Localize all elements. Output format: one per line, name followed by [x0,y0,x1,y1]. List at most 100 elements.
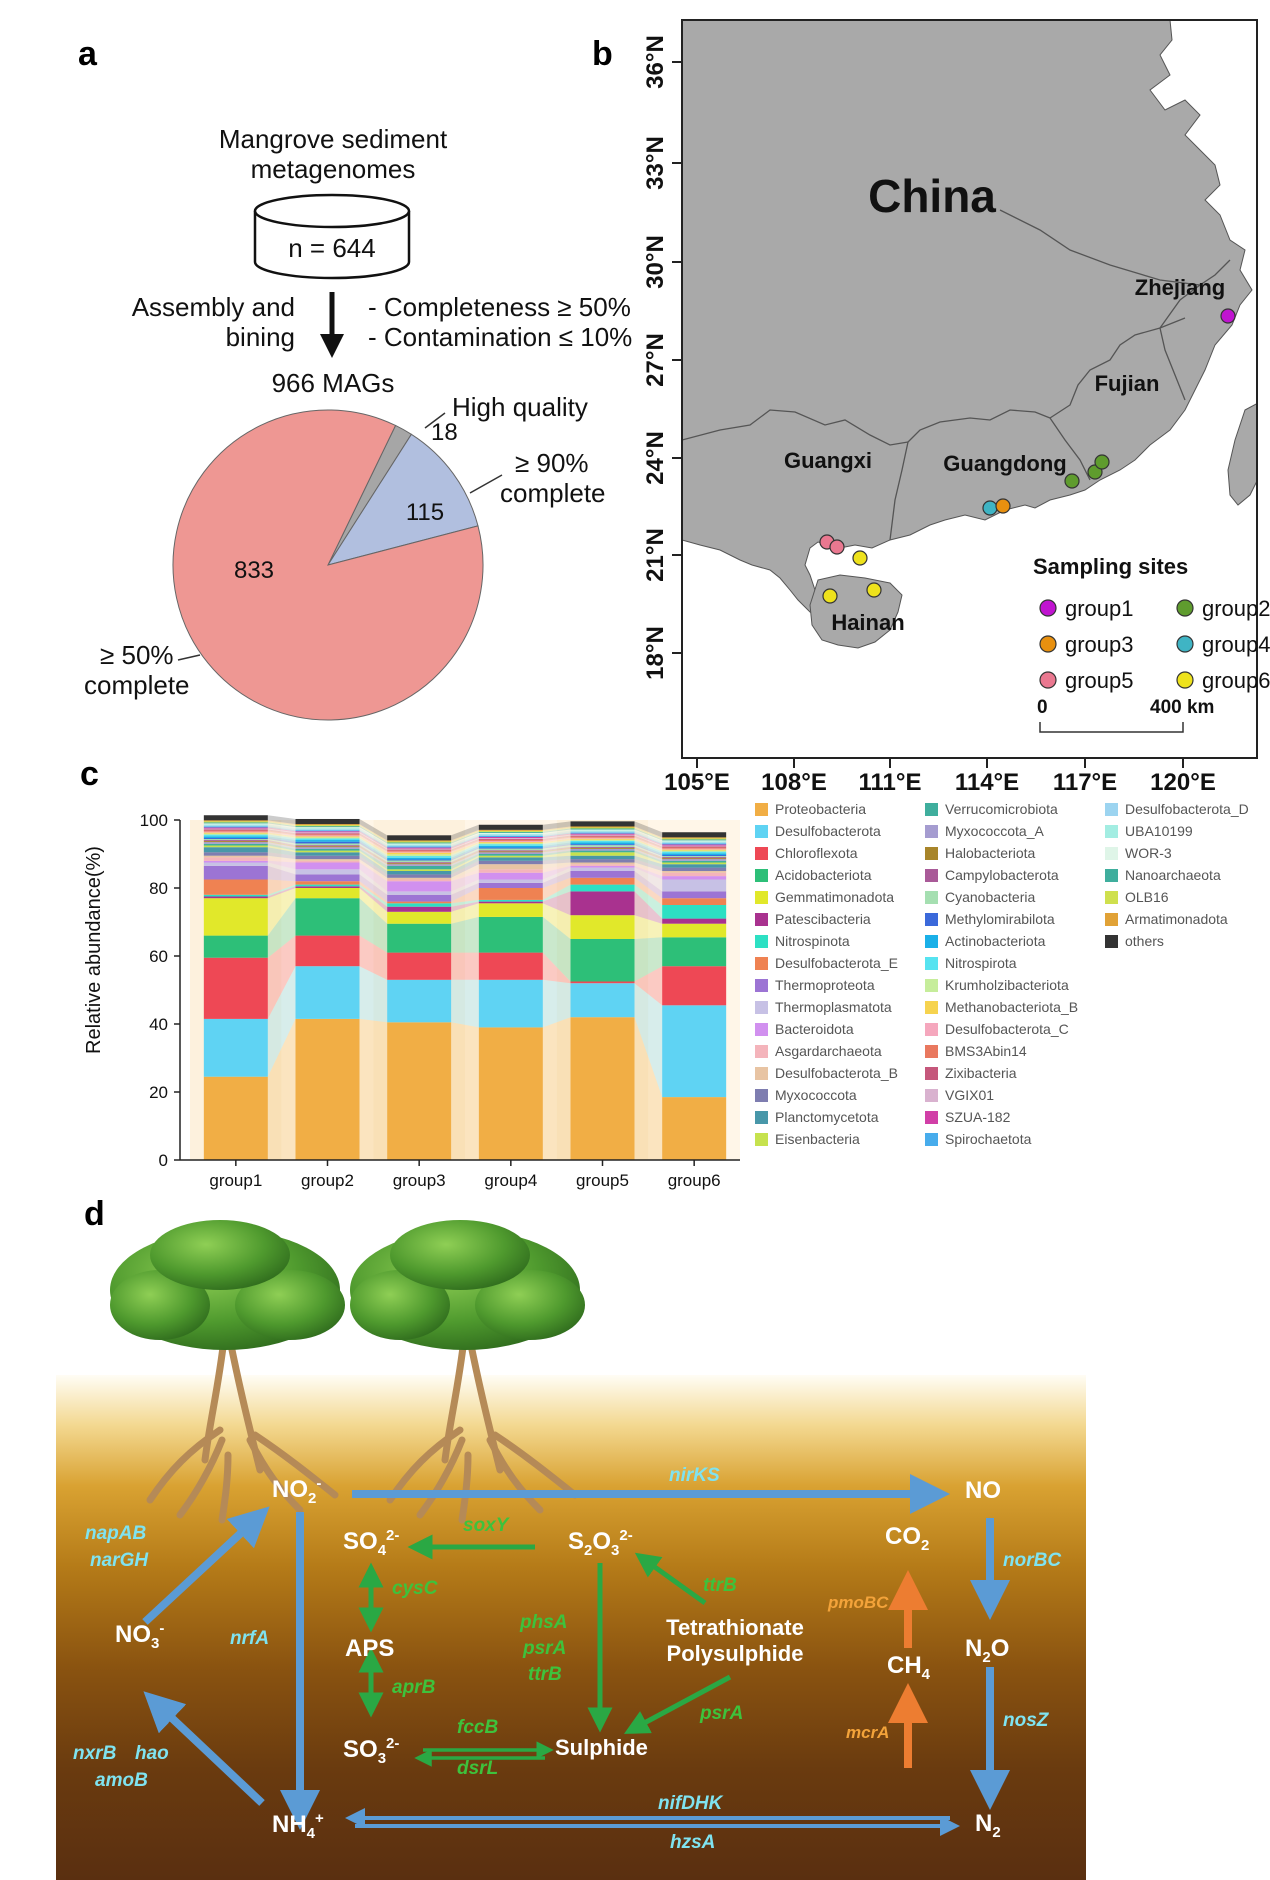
legend-label: Campylobacterota [945,867,1059,883]
legend-label: Desulfobacterota [775,823,881,839]
legend-swatch [925,935,938,948]
flow-ribbon [451,860,479,878]
flow-ribbon [634,983,663,1098]
bar-segment [478,899,543,902]
value-high-quality: 18 [431,419,458,446]
bar-segment [570,832,635,834]
flow-ribbon [634,834,663,847]
legend-swatch [925,1067,938,1080]
flow-ribbon [267,829,296,835]
flow-ribbon [451,829,479,842]
flow-ribbon [359,824,388,842]
province-zhejiang: Zhejiang [1135,275,1225,300]
flow-ribbon [542,979,571,1028]
flow-ribbon [634,826,663,839]
y-tick-label: 40 [149,1015,168,1034]
bar-segment [387,840,452,842]
flow-ribbon [359,935,388,980]
flow-ribbon [451,850,479,864]
bar-segment [570,939,635,982]
legend-swatch [1105,825,1118,838]
flow-ribbon [542,844,571,849]
flow-ribbon [359,855,388,878]
panel-b-map: 36°N33°N30°N27°N24°N21°N18°N 105°E 108°E 1… [642,19,1270,796]
flow-ribbon [451,869,479,882]
lon-tick-label: 108°E [761,769,827,796]
flow-ribbon [359,825,388,843]
site-group4 [982,500,998,516]
bar-segment [478,838,543,840]
panel-a-flowchart: Mangrove sediment metagenomes n = 644 As… [84,124,632,721]
n2-exchange-arrows [345,1808,960,1836]
bar-segment [570,862,635,865]
legend-label: Zixibacteria [945,1065,1017,1081]
bar-segment [203,845,268,848]
bar-segment [662,1097,727,1160]
bar-segment [662,855,727,857]
bar-segment [295,836,360,838]
flow-ribbon [267,820,296,826]
bar-segment [387,852,452,855]
flow-ribbon [634,829,663,842]
flow-ribbon [542,865,571,880]
database-icon [253,193,411,280]
flow-ribbon [267,879,296,895]
bar-segment [295,848,360,851]
flow-ribbon [267,845,296,853]
arrow-nxrb [143,1691,265,1806]
lon-tick-label: 117°E [1053,769,1117,796]
bar-segment [203,840,268,842]
flow-ribbon [359,881,388,904]
bar-segment [203,862,268,866]
gene-ttrb: ttrB [703,1575,737,1596]
panel-label-c: c [80,755,99,793]
legend-label: Cyanobacteria [945,889,1035,905]
flow-ribbon [542,847,571,853]
bar-segment [295,828,360,830]
species-ammonium: NH4+ [272,1810,324,1842]
bar-segment [203,826,268,828]
bar-segment [478,834,543,836]
flow-ribbon [359,848,388,870]
legend-marker-group2 [1176,599,1194,617]
bar-segment [662,847,727,849]
bar-segment [478,1027,543,1160]
bar-segment [570,826,635,828]
bar-segment [478,872,543,880]
legend-swatch [1105,803,1118,816]
flow-ribbon [542,850,571,856]
flow-ribbon [359,869,388,895]
bar-segment [387,860,452,863]
bar-segment [387,901,452,904]
bar-segment [478,829,543,831]
flow-ribbon [542,835,571,841]
flow-ribbon [267,886,296,899]
flow-ribbon [267,828,296,834]
bar-segment [478,916,543,953]
gene-cysc: cysC [392,1578,438,1599]
bar-segment [570,821,635,827]
bar-segment [570,834,635,836]
y-tick-label: 20 [149,1083,168,1102]
bar-segment [478,854,543,856]
gene-nirks: nirKS [669,1465,720,1486]
lon-ticks: 105°E 108°E 111°E 114°E 117°E 120°E [664,758,1216,796]
lat-tick-label: 36°N [642,35,669,89]
legend-swatch [1105,847,1118,860]
bar-segment [662,867,727,871]
legend-swatch [925,1023,938,1036]
map-frame [681,19,1258,759]
flow-ribbon [451,857,479,875]
flow-ribbon [542,864,571,873]
bar-segment [203,822,268,824]
flow-ribbon [267,821,296,827]
legend-marker-group3 [1039,635,1057,653]
flow-ribbon [359,838,388,858]
bar-segment [478,843,543,845]
bar-segment [203,820,268,822]
sampling-sites [819,308,1236,604]
legend-label: Desulfobacterota_B [775,1065,898,1081]
bar-segment [203,935,268,958]
criteria-contamination: - Contamination ≤ 10% [368,322,632,352]
bar-segment [387,849,452,851]
